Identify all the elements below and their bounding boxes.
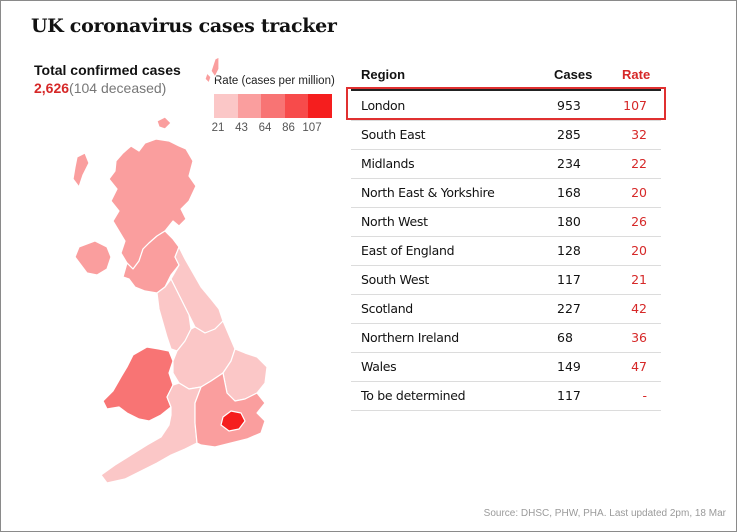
cell-cases: 953	[557, 98, 581, 113]
cell-region: North East & Yorkshire	[361, 185, 495, 200]
legend-tick-label: 86	[282, 122, 295, 134]
uk-choropleth-map	[72, 56, 268, 484]
map-region-scotland[interactable]	[108, 138, 197, 270]
cell-region: Scotland	[361, 301, 413, 316]
legend-ticks: 21 43 64 86 107	[207, 122, 337, 136]
cell-rate: 26	[631, 214, 647, 229]
source-note: Source: DHSC, PHW, PHA. Last updated 2pm…	[483, 508, 726, 519]
table-row[interactable]: London 953 107	[351, 91, 661, 121]
cell-cases: 128	[557, 243, 581, 258]
cell-rate: -	[642, 388, 647, 403]
cell-cases: 117	[557, 388, 581, 403]
cell-cases: 168	[557, 185, 581, 200]
map-region-western-isles[interactable]	[72, 152, 90, 188]
legend-tick-label: 43	[235, 122, 248, 134]
cell-rate: 21	[631, 272, 647, 287]
cell-rate: 20	[631, 185, 647, 200]
cell-region: North West	[361, 214, 428, 229]
total-deceased: (104 deceased)	[69, 80, 167, 96]
legend-swatch	[284, 94, 308, 118]
legend-swatch	[261, 94, 285, 118]
map-region-south-east[interactable]	[194, 372, 266, 448]
cell-cases: 180	[557, 214, 581, 229]
table-row[interactable]: South West 117 21	[351, 265, 661, 295]
map-region-london[interactable]	[220, 410, 246, 432]
legend-tick-label: 107	[302, 122, 322, 134]
cell-rate: 42	[631, 301, 647, 316]
table-row[interactable]: Scotland 227 42	[351, 294, 661, 324]
cell-rate: 36	[631, 330, 647, 345]
cell-cases: 117	[557, 272, 581, 287]
table-row[interactable]: South East 285 32	[351, 120, 661, 150]
cell-rate: 32	[631, 127, 647, 142]
header-region[interactable]: Region	[361, 67, 406, 82]
table-row[interactable]: Wales 149 47	[351, 352, 661, 382]
cell-cases: 234	[557, 156, 581, 171]
table-row[interactable]: Midlands 234 22	[351, 149, 661, 179]
cell-rate: 107	[623, 98, 647, 113]
cell-cases: 149	[557, 359, 581, 374]
cell-cases: 285	[557, 127, 581, 142]
total-cases-line: 2,626(104 deceased)	[34, 80, 166, 96]
table-row[interactable]: Northern Ireland 68 36	[351, 323, 661, 353]
cell-region: South East	[361, 127, 426, 142]
cell-region: To be determined	[361, 388, 466, 403]
page-title: UK coronavirus cases tracker	[31, 15, 337, 37]
cell-region: East of England	[361, 243, 455, 258]
legend-title: Rate (cases per million)	[214, 75, 335, 87]
map-region-northern-ireland[interactable]	[74, 240, 112, 276]
cell-rate: 47	[631, 359, 647, 374]
legend-swatch	[214, 94, 238, 118]
map-region-orkney[interactable]	[156, 116, 172, 130]
table-row[interactable]: East of England 128 20	[351, 236, 661, 266]
legend-tick-label: 64	[258, 122, 272, 134]
cell-region: Wales	[361, 359, 397, 374]
legend-tick-label: 21	[211, 122, 225, 134]
cell-cases: 227	[557, 301, 581, 316]
cell-cases: 68	[557, 330, 573, 345]
map-region-shetland[interactable]	[204, 56, 220, 84]
total-cases-label: Total confirmed cases	[34, 62, 181, 78]
table-header: Region Cases Rate	[351, 61, 661, 91]
header-cases[interactable]: Cases	[554, 67, 593, 82]
table-row[interactable]: North West 180 26	[351, 207, 661, 237]
cell-rate: 22	[631, 156, 647, 171]
table-row[interactable]: North East & Yorkshire 168 20	[351, 178, 661, 208]
total-cases-count: 2,626	[34, 80, 70, 96]
legend-swatch	[237, 94, 261, 118]
table-row[interactable]: To be determined 117 -	[351, 381, 661, 411]
cell-region: South West	[361, 272, 430, 287]
legend-swatch	[308, 94, 332, 118]
cell-rate: 20	[631, 243, 647, 258]
map-region-wales[interactable]	[102, 346, 174, 422]
cell-region: Midlands	[361, 156, 415, 171]
header-rate[interactable]: Rate	[622, 67, 651, 82]
cell-region: London	[361, 98, 406, 113]
legend-swatches	[214, 94, 332, 118]
cell-region: Northern Ireland	[361, 330, 459, 345]
